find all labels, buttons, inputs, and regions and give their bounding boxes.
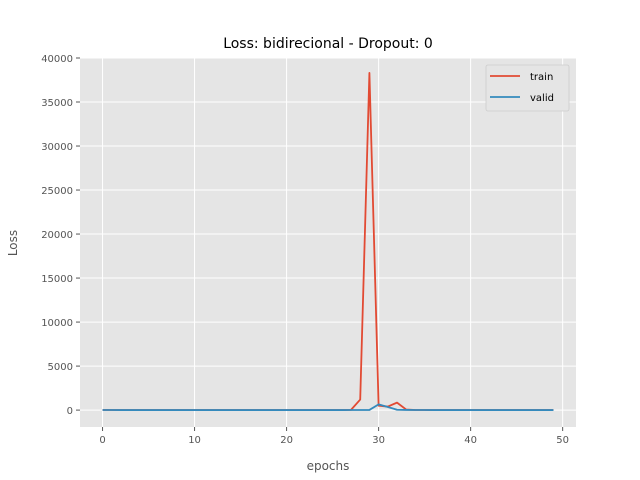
y-tick-label: 40000	[41, 54, 73, 65]
y-tick-label: 20000	[41, 230, 73, 241]
chart-title: Loss: bidirecional - Dropout: 0	[223, 36, 433, 52]
y-tick-label: 0	[67, 406, 73, 417]
x-tick-label: 30	[372, 435, 385, 446]
y-tick-label: 15000	[41, 274, 73, 285]
y-axis-ticks: 0 5000 10000 15000 20000 25000 30000 35000 40000	[41, 54, 80, 417]
plot-area	[80, 58, 576, 427]
legend-label-valid: valid	[530, 93, 554, 104]
series-line-valid	[102, 403, 554, 411]
x-axis-ticks: 0 10 20 30 40 50	[99, 427, 569, 446]
x-tick-label: 10	[188, 435, 201, 446]
y-tick-label: 5000	[48, 362, 73, 373]
y-tick-label: 30000	[41, 142, 73, 153]
legend-label-train: train	[530, 72, 553, 83]
y-axis-label: Loss	[6, 230, 20, 256]
y-tick-label: 35000	[41, 98, 73, 109]
legend: train valid	[485, 64, 570, 112]
x-axis-label: epochs	[307, 459, 350, 473]
grid-lines	[80, 57, 576, 427]
y-tick-label: 10000	[41, 318, 73, 329]
series-lines	[102, 72, 554, 411]
x-tick-label: 20	[280, 435, 293, 446]
legend-box	[485, 64, 570, 112]
x-tick-label: 50	[556, 435, 569, 446]
y-tick-label: 25000	[41, 186, 73, 197]
x-tick-label: 0	[99, 435, 105, 446]
x-tick-label: 40	[464, 435, 477, 446]
